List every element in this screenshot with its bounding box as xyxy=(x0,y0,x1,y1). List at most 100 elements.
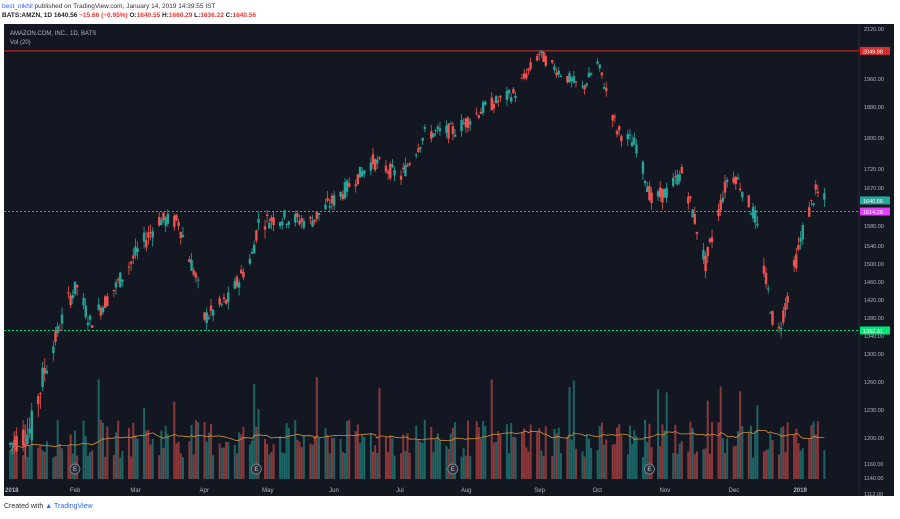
volume-bar xyxy=(438,440,441,479)
candle-body xyxy=(583,85,586,90)
volume-bar xyxy=(695,451,698,479)
x-tick-label: Oct xyxy=(593,488,603,494)
candle-body xyxy=(512,88,515,94)
volume-bar xyxy=(769,432,772,479)
candle-body xyxy=(738,188,742,191)
volume-bar xyxy=(585,434,588,479)
volume-bar xyxy=(309,443,312,479)
candle-body xyxy=(376,159,379,164)
volume-bar xyxy=(460,456,463,479)
price-chart[interactable]: 2120.00 1960.00 1880.00 1800.00 1720.00 1670.… xyxy=(4,24,894,498)
close-label: C: xyxy=(225,12,233,19)
candle-body xyxy=(207,317,211,319)
candle-body xyxy=(317,213,321,215)
candle-body xyxy=(121,279,124,282)
candle-body xyxy=(751,206,755,219)
level-label: 2049.98 xyxy=(863,49,883,55)
candle-body xyxy=(151,231,154,238)
volume-bar xyxy=(348,419,351,479)
candle-body xyxy=(343,182,347,199)
volume-bar xyxy=(82,420,85,479)
y-tick-label: 1160.00 xyxy=(864,462,883,468)
candle-body xyxy=(678,174,681,181)
candle-body xyxy=(598,64,601,69)
volume-bar xyxy=(270,451,273,479)
volume-bar xyxy=(408,452,411,479)
chart-area[interactable]: 2120.00 1960.00 1880.00 1800.00 1720.00 1670.… xyxy=(4,24,894,498)
volume-bar xyxy=(559,453,562,479)
candle-body xyxy=(101,307,105,313)
candle-body xyxy=(386,171,390,174)
candle-body xyxy=(408,163,411,166)
candle-body xyxy=(227,292,230,303)
ohlc-line: BATS:AMZN, 1D 1640.56 −15.66 (−0.95%) O:… xyxy=(2,11,898,20)
volume-bar xyxy=(253,383,256,479)
candle-body xyxy=(58,329,62,331)
candle-body xyxy=(430,131,433,139)
volume-bar xyxy=(181,457,184,479)
candle-body xyxy=(436,126,439,130)
candle-body xyxy=(192,270,195,275)
volume-bar xyxy=(590,447,593,479)
volume-bar xyxy=(544,426,547,479)
volume-bar xyxy=(415,425,418,479)
candle-body xyxy=(479,111,483,114)
published-text: published on TradingView.com, January 14… xyxy=(34,3,216,10)
volume-bar xyxy=(702,449,705,479)
volume-bar xyxy=(462,448,465,479)
volume-bar xyxy=(523,428,526,479)
candle-body xyxy=(166,213,170,224)
candle-body xyxy=(393,169,396,176)
volume-bar xyxy=(233,445,236,479)
candle-body xyxy=(494,96,498,103)
y-tick-label: 1540.00 xyxy=(864,244,884,250)
legend-volume: Vol (20) xyxy=(10,40,31,46)
candle-body xyxy=(294,214,297,223)
candle-body xyxy=(84,305,87,318)
candle-body xyxy=(404,164,407,176)
candle-body xyxy=(710,237,714,243)
candle-body xyxy=(309,217,312,219)
candle-body xyxy=(721,197,725,202)
volume-bar xyxy=(389,435,392,479)
volume-bar xyxy=(112,454,115,479)
candle-body xyxy=(434,130,437,132)
volume-bar xyxy=(378,388,381,479)
volume-bar xyxy=(190,424,193,479)
x-tick-label: Sep xyxy=(534,488,545,494)
x-tick-label: Mar xyxy=(130,488,140,494)
candle-body xyxy=(119,272,122,288)
publisher-link[interactable]: best_nikhil xyxy=(2,3,33,10)
candle-body xyxy=(736,177,740,180)
candle-body xyxy=(814,184,817,190)
volume-bar xyxy=(222,447,225,479)
volume-bar xyxy=(555,433,558,479)
candle-body xyxy=(643,180,647,184)
candle-body xyxy=(45,370,49,374)
earnings-marker xyxy=(644,463,655,475)
y-tick-label: 1140.00 xyxy=(864,476,883,482)
candle-body xyxy=(544,56,547,66)
tradingview-link[interactable]: TradingView xyxy=(54,503,93,510)
candle-body xyxy=(646,186,649,193)
volume-bar xyxy=(343,453,346,479)
candle-body xyxy=(734,176,738,185)
candle-body xyxy=(270,217,273,222)
candle-body xyxy=(691,209,694,218)
candle-body xyxy=(445,125,448,133)
candle-body xyxy=(285,224,288,226)
candle-body xyxy=(233,281,236,289)
candle-body xyxy=(56,326,59,334)
volume-bar xyxy=(127,427,130,479)
volume-bar xyxy=(346,420,349,479)
candle-body xyxy=(689,196,692,199)
volume-bar xyxy=(296,439,299,479)
y-tick-label: 1260.00 xyxy=(864,380,884,386)
volume-bar xyxy=(264,438,267,479)
volume-bar xyxy=(540,450,543,479)
y-tick-label: 1670.00 xyxy=(864,186,884,192)
candle-body xyxy=(449,123,452,125)
volume-bar xyxy=(421,442,424,479)
volume-bar xyxy=(11,447,14,479)
volume-bar xyxy=(69,434,72,479)
